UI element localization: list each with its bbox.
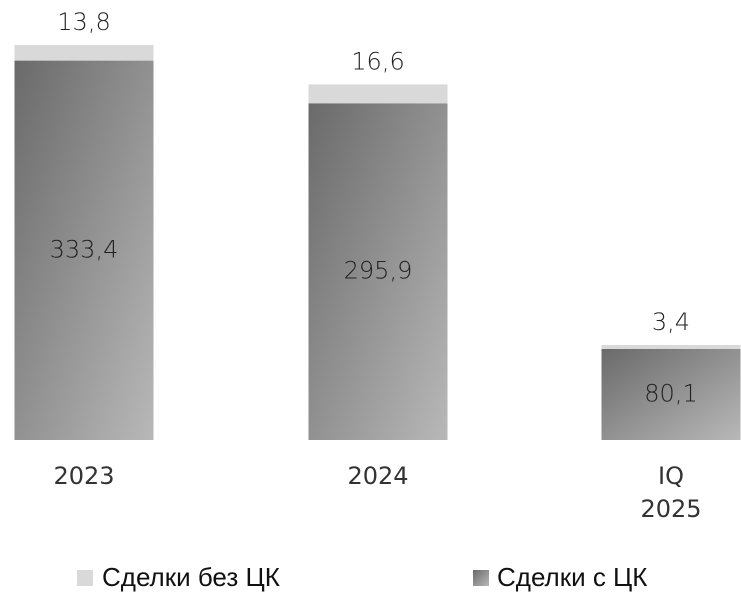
data-label: 333,4	[50, 235, 119, 263]
data-label: 295,9	[344, 257, 413, 285]
data-label: 13,8	[57, 8, 110, 36]
bar-segment	[14, 44, 154, 61]
legend-label: Сделки без ЦК	[102, 562, 280, 592]
x-tick-label: 2024	[347, 462, 409, 490]
bar-segment	[14, 60, 154, 441]
data-label: 16,6	[351, 47, 404, 75]
bar-segment	[308, 84, 448, 104]
legend-label: Сделки с ЦК	[497, 562, 648, 592]
data-label: 3,4	[652, 308, 690, 336]
x-tick-label: 2023	[53, 462, 115, 490]
legend-swatch	[473, 570, 489, 586]
bar-segment	[308, 103, 448, 440]
x-tick-label: IQ 2025	[640, 462, 702, 523]
bar-segment	[601, 344, 741, 349]
data-label: 80,1	[644, 379, 697, 407]
legend-swatch	[77, 570, 93, 586]
bar-segment	[601, 348, 741, 440]
